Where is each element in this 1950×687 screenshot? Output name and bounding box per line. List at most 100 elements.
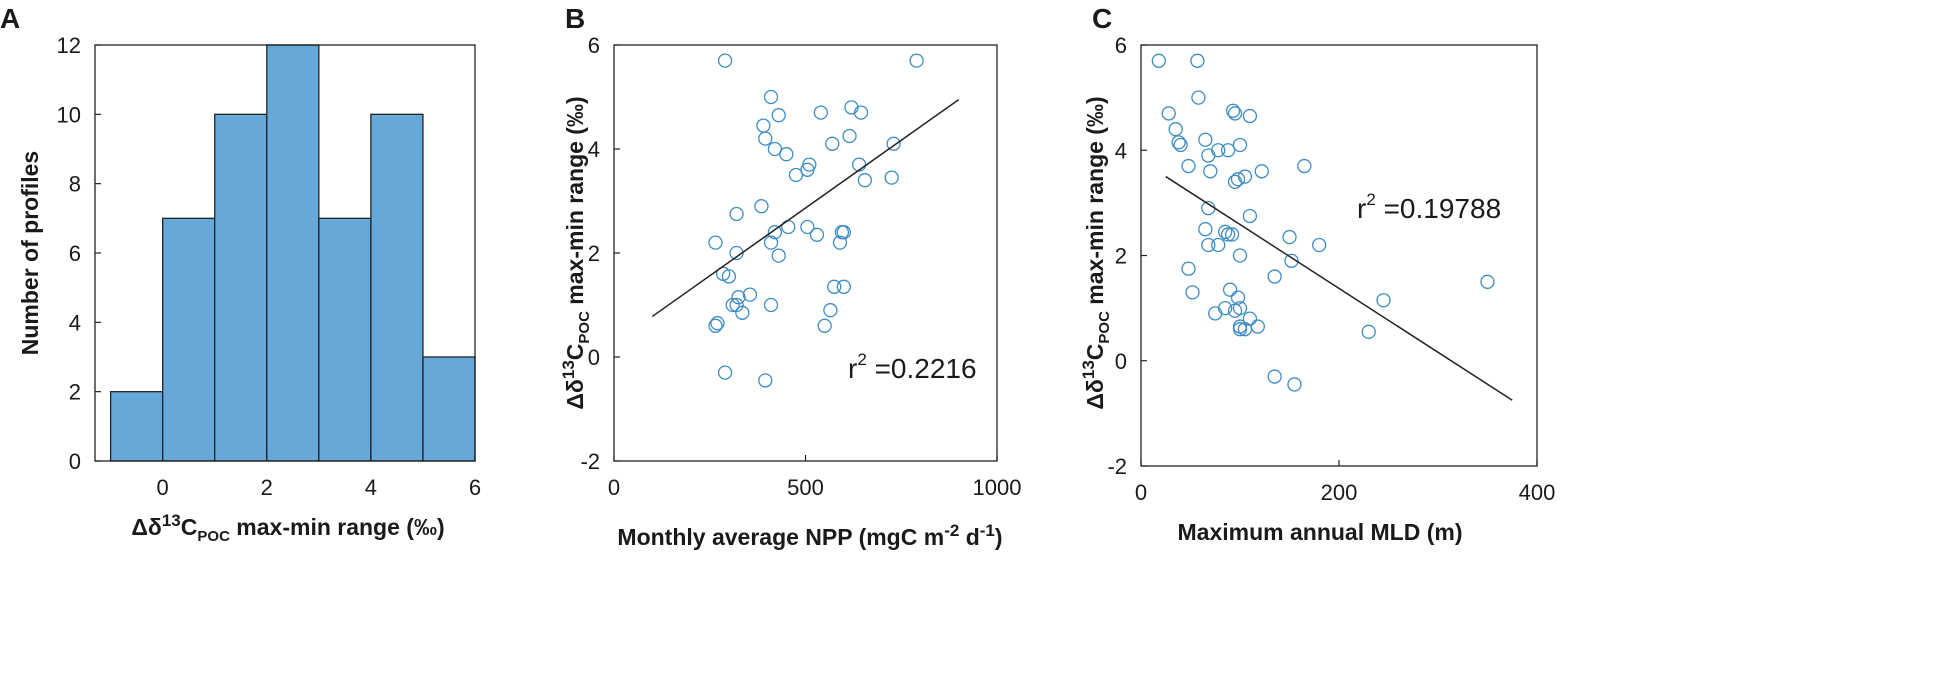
data-point xyxy=(717,53,733,68)
data-point xyxy=(1254,164,1269,179)
data-point xyxy=(742,287,758,302)
r-squared-value: =0.2216 xyxy=(867,353,977,384)
plot-frame xyxy=(613,44,998,462)
panel-a-letter: A xyxy=(0,3,20,34)
data-point xyxy=(1227,174,1243,189)
y-axis-label-rest: max-min range (‰) xyxy=(562,96,588,311)
y-axis-label-delta: Δδ xyxy=(1082,379,1108,409)
y-tick-label: 4 xyxy=(69,310,81,335)
y-axis-label: Δδ13CPOC max-min range (‰) xyxy=(1079,96,1113,409)
data-point xyxy=(717,365,733,380)
histogram-bars xyxy=(109,44,476,462)
x-axis-label-main: Monthly average NPP (mgC m xyxy=(617,524,944,550)
data-point xyxy=(1287,377,1302,392)
x-axis-label: Maximum annual MLD (m) xyxy=(1178,519,1463,545)
y-tick-label: 4 xyxy=(1115,138,1127,163)
x-axis-label-sup: 13 xyxy=(162,511,181,530)
data-point xyxy=(1227,303,1243,318)
data-point xyxy=(809,227,825,242)
data-point xyxy=(853,105,869,120)
x-tick-label: 1000 xyxy=(973,475,1022,500)
data-point xyxy=(1376,293,1391,308)
data-point xyxy=(771,108,786,123)
data-point xyxy=(1480,274,1495,289)
data-point xyxy=(844,100,859,115)
data-point xyxy=(886,136,901,151)
y-axis-label: Number of profiles xyxy=(17,151,43,355)
panel-c-letter: C xyxy=(1092,3,1112,34)
y-tick-label: 0 xyxy=(1115,349,1127,374)
y-tick-label: 10 xyxy=(57,102,81,127)
data-point xyxy=(1201,148,1216,163)
data-point xyxy=(1208,306,1223,321)
data-point xyxy=(771,248,786,263)
data-point xyxy=(788,167,804,183)
data-point xyxy=(735,305,750,320)
histogram-bar xyxy=(318,217,372,462)
data-point xyxy=(710,316,725,331)
y-tick-label: 6 xyxy=(1115,33,1127,58)
x-axis-label-rest: max-min range (‰) xyxy=(230,514,445,540)
histogram-bar xyxy=(214,113,268,462)
data-point xyxy=(800,162,815,177)
x-axis-label-c: C xyxy=(181,514,198,540)
data-point xyxy=(1242,108,1258,124)
x-tick-label: 400 xyxy=(1519,480,1556,505)
data-point xyxy=(758,373,773,388)
y-axis-label: Δδ13CPOC max-min range (‰) xyxy=(559,96,593,409)
data-point xyxy=(758,131,773,146)
data-point xyxy=(813,105,828,120)
histogram-bar xyxy=(162,217,216,462)
histogram-bar xyxy=(266,44,320,462)
data-point xyxy=(1198,132,1213,147)
data-point xyxy=(1218,224,1233,239)
data-point xyxy=(763,235,779,250)
data-point xyxy=(1284,253,1299,268)
data-point xyxy=(909,53,924,68)
y-axis-label-sub: POC xyxy=(1096,311,1113,344)
data-point xyxy=(1227,106,1243,121)
data-point xyxy=(1225,103,1241,118)
data-point xyxy=(1237,169,1253,184)
tick-labels: -2 0 2 4 6 0 500 1000 xyxy=(580,33,1021,500)
y-tick-label: 4 xyxy=(588,137,600,162)
y-tick-label: 2 xyxy=(69,380,81,405)
data-point xyxy=(1230,290,1246,305)
data-point xyxy=(1242,208,1258,224)
data-point xyxy=(1232,319,1248,334)
data-point xyxy=(708,235,723,250)
y-axis-label-c: C xyxy=(1082,344,1108,361)
tick-labels: -2 0 2 4 6 0 200 400 xyxy=(1107,33,1555,505)
data-point xyxy=(817,318,832,333)
data-point xyxy=(1161,106,1176,121)
histogram-bar xyxy=(422,356,476,462)
data-point xyxy=(1171,135,1186,150)
x-tick-label: 0 xyxy=(1135,480,1147,505)
data-point xyxy=(1173,137,1188,153)
y-axis-label-sup: 13 xyxy=(1079,360,1098,379)
data-point xyxy=(1232,322,1248,337)
data-point xyxy=(1211,237,1226,253)
y-axis-label-sup: 13 xyxy=(559,360,578,379)
r-exponent: 2 xyxy=(1366,190,1375,209)
scatter-points xyxy=(1151,53,1495,392)
y-tick-label: 6 xyxy=(69,241,81,266)
data-point xyxy=(1201,237,1216,253)
y-tick-label: -2 xyxy=(1107,454,1127,479)
y-tick-label: 0 xyxy=(588,345,600,370)
data-point xyxy=(767,225,783,240)
r-exponent: 2 xyxy=(857,350,866,369)
data-point xyxy=(1181,158,1196,174)
data-point xyxy=(1198,222,1213,237)
data-point xyxy=(729,206,744,222)
data-point xyxy=(1267,369,1282,384)
x-tick-label: 200 xyxy=(1321,480,1358,505)
data-point xyxy=(842,128,857,144)
data-point xyxy=(1151,53,1166,68)
regression-line xyxy=(651,98,960,318)
r-symbol: r xyxy=(848,353,857,384)
data-point xyxy=(1191,90,1206,105)
data-point xyxy=(725,297,740,313)
panel-a-histogram: A 0 2 4 6 8 10 12 0 2 4 6 Number of profiles Δδ13C… xyxy=(0,3,481,545)
y-tick-label: 2 xyxy=(1115,244,1127,269)
